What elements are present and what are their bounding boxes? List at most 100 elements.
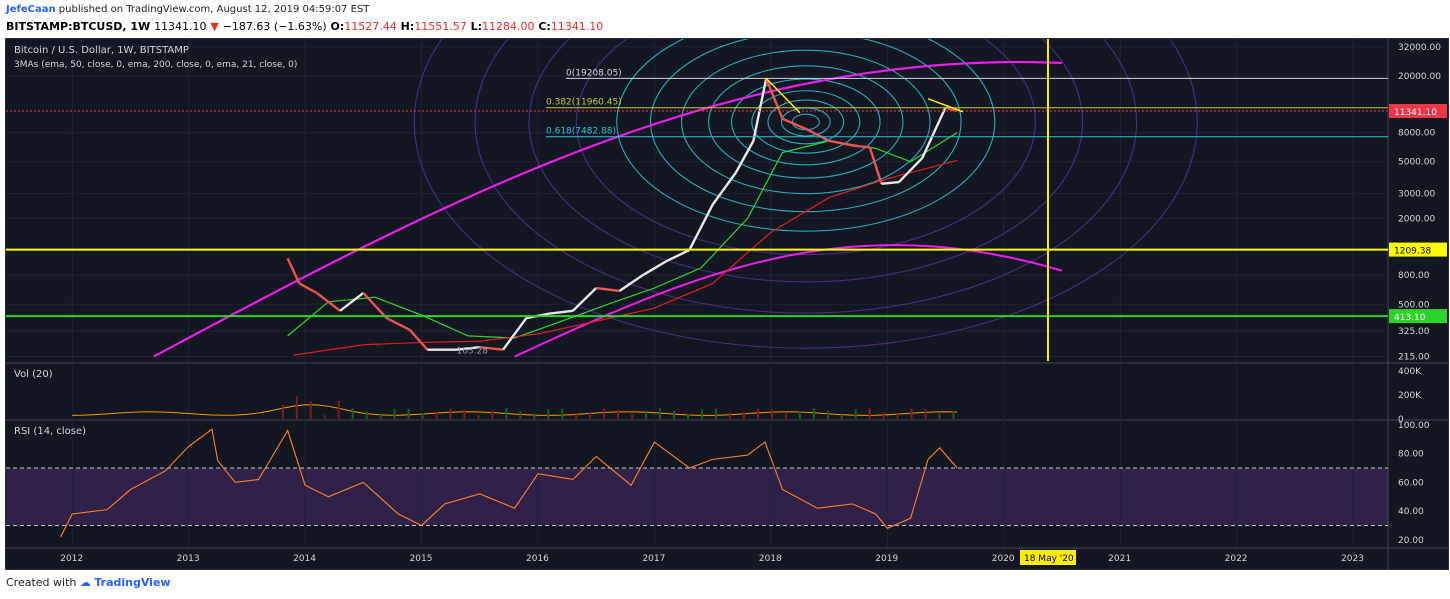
chart-canvas[interactable]: 0(19208.05) 0.382(11960.45) 0.618(7482.88)… (6, 39, 1448, 569)
volume-bar (687, 414, 690, 419)
time-tick-label: 2018 (759, 554, 782, 564)
low-annotation: 163.28 (456, 347, 488, 357)
magenta-arc-upper (153, 60, 1063, 358)
volume-bar (826, 410, 829, 419)
volume-bar (742, 412, 745, 419)
volume-bar (868, 408, 871, 419)
fib-level-label: 0.382(11960.45) (546, 98, 622, 108)
volume-bar (407, 408, 410, 419)
date-marker-label: 18 May '20 (1024, 554, 1074, 564)
fib-circle (767, 99, 845, 145)
volume-bar (701, 409, 703, 419)
trend-line (927, 98, 964, 113)
rsi-tick-label: 80.00 (1398, 450, 1424, 460)
volume-bar (798, 410, 801, 419)
volume-bar (938, 413, 941, 419)
price-segment (642, 260, 667, 277)
price-tick-label: 3000.00 (1398, 189, 1435, 199)
rsi-band (6, 467, 1388, 526)
volume-bar (393, 408, 396, 419)
time-tick-label: 2015 (410, 554, 433, 564)
high-value: 11551.57 (414, 20, 467, 33)
price-segment (711, 171, 737, 206)
rsi-tick-label: 100.00 (1398, 421, 1430, 431)
volume-bar (281, 404, 284, 419)
volume-bar (463, 409, 466, 419)
fib-circle (575, 39, 1036, 256)
price-segment (665, 248, 690, 263)
rsi-title: RSI (14, close) (14, 426, 86, 437)
price-tick-label: 5000.00 (1398, 158, 1435, 168)
volume-title: Vol (20) (14, 369, 53, 380)
volume-bar (379, 413, 382, 419)
price-tick-label: 32000.00 (1398, 43, 1441, 53)
chart-area[interactable]: 0(19208.05) 0.382(11960.45) 0.618(7482.88)… (5, 38, 1449, 570)
volume-bar (770, 409, 773, 419)
publish-line: JefeCaan published on TradingView.com, A… (6, 4, 369, 15)
volume-bar (714, 408, 717, 419)
fib-circle (681, 49, 931, 195)
low-label: L: (470, 20, 482, 33)
volume-bar (505, 408, 508, 419)
open-value: 11527.44 (344, 20, 397, 33)
volume-tick-label: 200K (1398, 391, 1422, 401)
price-segment (572, 287, 598, 312)
volume-average-line (72, 404, 958, 416)
low-value: 11284.00 (481, 20, 535, 33)
quote-line: BITSTAMP:BTCUSD, 1W 11341.10 ▼ −187.63 (… (6, 20, 603, 33)
price-segment (765, 77, 784, 120)
fib-circle (474, 39, 1137, 314)
level-tag-label: 1209.38 (1394, 247, 1431, 257)
volume-bar (449, 408, 452, 419)
fib-level-label: 0.618(7482.88) (546, 127, 616, 137)
price-segment (339, 292, 365, 312)
publish-info: published on TradingView.com, August 12,… (58, 4, 370, 15)
volume-bar (784, 414, 787, 419)
price-segment (782, 117, 807, 130)
price-segment (805, 127, 830, 142)
trend-line (765, 77, 801, 114)
chart-title: Bitcoin / U.S. Dollar, 1W, BITSTAMP (14, 45, 189, 56)
volume-tick-label: 400K (1398, 367, 1422, 377)
close-label: C: (538, 20, 551, 33)
price-segment (734, 140, 755, 174)
level-tag (1389, 103, 1447, 118)
volume-bar (533, 413, 536, 419)
high-label: H: (400, 20, 415, 33)
tradingview-logo-icon[interactable]: ☁ (79, 576, 91, 589)
price-tick-label: 215.00 (1398, 353, 1430, 363)
price-segment (409, 329, 429, 351)
volume-bar (603, 408, 606, 419)
volume-bar (295, 396, 298, 419)
tradingview-brand[interactable]: TradingView (94, 576, 171, 589)
level-tag-label: 413.10 (1394, 313, 1426, 323)
volume-bar (589, 412, 592, 419)
volume-bar (547, 409, 550, 419)
volume-bar (519, 411, 522, 419)
volume-bar (575, 412, 578, 419)
time-tick-label: 2022 (1225, 554, 1248, 564)
volume-bar (337, 400, 340, 419)
price-tick-label: 500.00 (1398, 300, 1430, 310)
time-tick-label: 2016 (526, 554, 549, 564)
fib-circle (413, 39, 1198, 349)
fib-circle (616, 39, 996, 232)
price-segment (316, 292, 341, 312)
volume-bar (882, 412, 885, 419)
volume-bar (365, 411, 368, 419)
price-change: −187.63 (−1.63%) (222, 20, 327, 33)
price-segment (456, 345, 480, 351)
price-segment (596, 286, 620, 293)
time-tick-label: 2014 (293, 554, 316, 564)
price-segment (479, 345, 504, 351)
volume-bar (351, 408, 354, 419)
rsi-tick-label: 20.00 (1398, 536, 1424, 546)
volume-bar (561, 408, 564, 419)
level-tag (1389, 309, 1447, 324)
price-tick-label: 8000.00 (1398, 129, 1435, 139)
author-link[interactable]: JefeCaan (6, 4, 56, 15)
volume-bar (673, 410, 676, 419)
fib-circle (708, 65, 904, 179)
symbol-label: BITSTAMP:BTCUSD, 1W (6, 20, 151, 33)
footer: Created with ☁ TradingView (6, 576, 171, 589)
